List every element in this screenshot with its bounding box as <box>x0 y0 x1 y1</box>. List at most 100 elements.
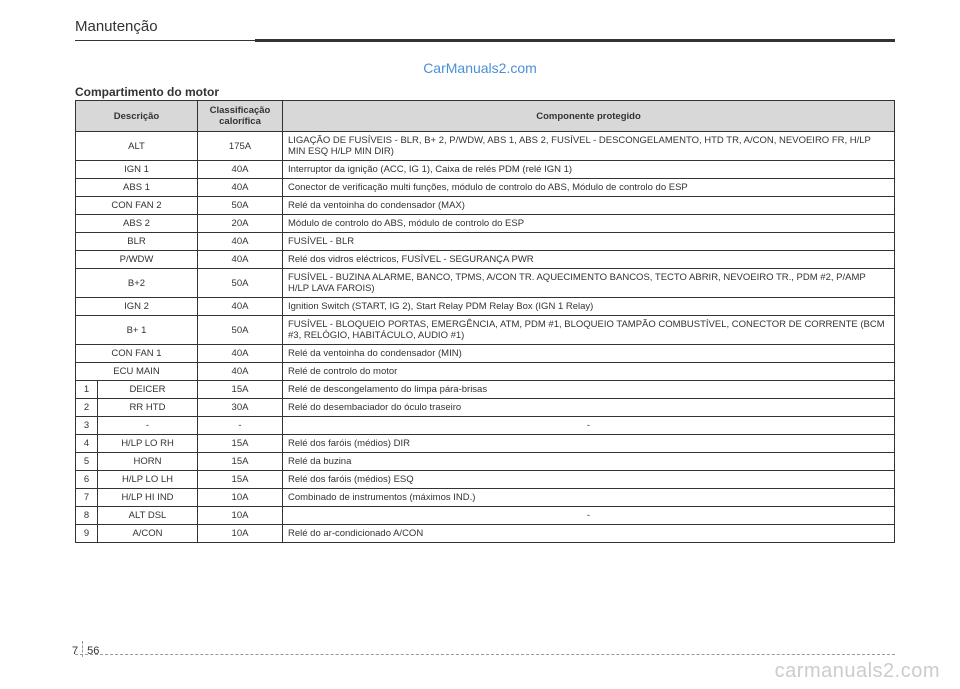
cell-component: FUSÍVEL - BUZINA ALARME, BANCO, TPMS, A/… <box>283 269 895 298</box>
table-row: 8ALT DSL10A- <box>76 507 895 525</box>
cell-rating: 175A <box>198 132 283 161</box>
cell-component: Relé do ar-condicionado A/CON <box>283 525 895 543</box>
table-row: 5HORN15ARelé da buzina <box>76 453 895 471</box>
cell-component: FUSÍVEL - BLR <box>283 233 895 251</box>
cell-component: - <box>283 417 895 435</box>
table-row: ECU MAIN40ARelé de controlo do motor <box>76 363 895 381</box>
cell-number: 9 <box>76 525 98 543</box>
footer-chapter: 7 <box>72 641 83 657</box>
cell-rating: 30A <box>198 399 283 417</box>
cell-rating: 40A <box>198 161 283 179</box>
table-row: 1DEICER15ARelé de descongelamento do lim… <box>76 381 895 399</box>
header-rating: Classificação calorífica <box>198 101 283 132</box>
cell-component: - <box>283 507 895 525</box>
table-row: ALT175ALIGAÇÃO DE FUSÍVEIS - BLR, B+ 2, … <box>76 132 895 161</box>
header-component: Componente protegido <box>283 101 895 132</box>
cell-description: CON FAN 1 <box>76 345 198 363</box>
table-row: 6H/LP LO LH15ARelé dos faróis (médios) E… <box>76 471 895 489</box>
cell-description: ABS 1 <box>76 179 198 197</box>
cell-description: - <box>98 417 198 435</box>
cell-rating: 50A <box>198 269 283 298</box>
section-title: Compartimento do motor <box>75 85 219 99</box>
table-row: B+ 150AFUSÍVEL - BLOQUEIO PORTAS, EMERGÊ… <box>76 316 895 345</box>
header-description: Descrição <box>76 101 198 132</box>
table-row: CON FAN 140ARelé da ventoinha do condens… <box>76 345 895 363</box>
cell-number: 1 <box>76 381 98 399</box>
cell-component: Relé de descongelamento do limpa pára-br… <box>283 381 895 399</box>
cell-description: ALT DSL <box>98 507 198 525</box>
cell-component: Relé da buzina <box>283 453 895 471</box>
table-row: B+250AFUSÍVEL - BUZINA ALARME, BANCO, TP… <box>76 269 895 298</box>
cell-component: FUSÍVEL - BLOQUEIO PORTAS, EMERGÊNCIA, A… <box>283 316 895 345</box>
cell-description: IGN 1 <box>76 161 198 179</box>
cell-component: Relé da ventoinha do condensador (MAX) <box>283 197 895 215</box>
cell-description: B+2 <box>76 269 198 298</box>
cell-number: 4 <box>76 435 98 453</box>
cell-rating: 15A <box>198 471 283 489</box>
cell-number: 7 <box>76 489 98 507</box>
cell-number: 6 <box>76 471 98 489</box>
table-row: P/WDW40ARelé dos vidros eléctricos, FUSÍ… <box>76 251 895 269</box>
cell-description: A/CON <box>98 525 198 543</box>
cell-rating: 40A <box>198 298 283 316</box>
footer-dashed-line <box>75 654 895 655</box>
table-body: ALT175ALIGAÇÃO DE FUSÍVEIS - BLR, B+ 2, … <box>76 132 895 543</box>
table-row: 2RR HTD30ARelé do desembaciador do óculo… <box>76 399 895 417</box>
cell-description: RR HTD <box>98 399 198 417</box>
cell-description: B+ 1 <box>76 316 198 345</box>
cell-component: Relé da ventoinha do condensador (MIN) <box>283 345 895 363</box>
cell-description: ABS 2 <box>76 215 198 233</box>
cell-component: LIGAÇÃO DE FUSÍVEIS - BLR, B+ 2, P/WDW, … <box>283 132 895 161</box>
cell-rating: 10A <box>198 525 283 543</box>
cell-rating: 10A <box>198 507 283 525</box>
cell-number: 3 <box>76 417 98 435</box>
cell-rating: 10A <box>198 489 283 507</box>
cell-component: Módulo de controlo do ABS, módulo de con… <box>283 215 895 233</box>
cell-description: HORN <box>98 453 198 471</box>
cell-number: 8 <box>76 507 98 525</box>
fuse-table: Descrição Classificação calorífica Compo… <box>75 100 895 543</box>
cell-number: 5 <box>76 453 98 471</box>
cell-description: H/LP LO LH <box>98 471 198 489</box>
table-row: ABS 140AConector de verificação multi fu… <box>76 179 895 197</box>
cell-description: H/LP HI IND <box>98 489 198 507</box>
cell-rating: 50A <box>198 316 283 345</box>
cell-component: Combinado de instrumentos (máximos IND.) <box>283 489 895 507</box>
table-row: IGN 140AInterruptor da ignição (ACC, IG … <box>76 161 895 179</box>
cell-component: Relé dos vidros eléctricos, FUSÍVEL - SE… <box>283 251 895 269</box>
cell-number: 2 <box>76 399 98 417</box>
cell-rating: 15A <box>198 453 283 471</box>
table-row: BLR40AFUSÍVEL - BLR <box>76 233 895 251</box>
cell-description: CON FAN 2 <box>76 197 198 215</box>
cell-component: Interruptor da ignição (ACC, IG 1), Caix… <box>283 161 895 179</box>
cell-description: DEICER <box>98 381 198 399</box>
watermark-bottom: carmanuals2.com <box>775 660 940 683</box>
table-row: IGN 240AIgnition Switch (START, IG 2), S… <box>76 298 895 316</box>
cell-component: Relé dos faróis (médios) ESQ <box>283 471 895 489</box>
cell-rating: 20A <box>198 215 283 233</box>
cell-rating: 40A <box>198 345 283 363</box>
cell-description: ECU MAIN <box>76 363 198 381</box>
cell-component: Relé de controlo do motor <box>283 363 895 381</box>
table-header-row: Descrição Classificação calorífica Compo… <box>76 101 895 132</box>
cell-description: IGN 2 <box>76 298 198 316</box>
cell-rating: 15A <box>198 381 283 399</box>
header-rule-thick <box>255 39 895 42</box>
cell-rating: 40A <box>198 363 283 381</box>
table-row: 7H/LP HI IND10ACombinado de instrumentos… <box>76 489 895 507</box>
header-rule-thin <box>75 40 255 41</box>
page-header-title: Manutenção <box>75 18 158 35</box>
table-row: 9A/CON10ARelé do ar-condicionado A/CON <box>76 525 895 543</box>
cell-component: Relé do desembaciador do óculo traseiro <box>283 399 895 417</box>
footer-page-box: 756 <box>72 641 99 657</box>
table-row: CON FAN 250ARelé da ventoinha do condens… <box>76 197 895 215</box>
cell-description: BLR <box>76 233 198 251</box>
table-row: 3--- <box>76 417 895 435</box>
cell-component: Relé dos faróis (médios) DIR <box>283 435 895 453</box>
cell-rating: 40A <box>198 251 283 269</box>
cell-description: P/WDW <box>76 251 198 269</box>
cell-rating: - <box>198 417 283 435</box>
cell-rating: 50A <box>198 197 283 215</box>
table-row: 4H/LP LO RH15ARelé dos faróis (médios) D… <box>76 435 895 453</box>
cell-rating: 40A <box>198 179 283 197</box>
